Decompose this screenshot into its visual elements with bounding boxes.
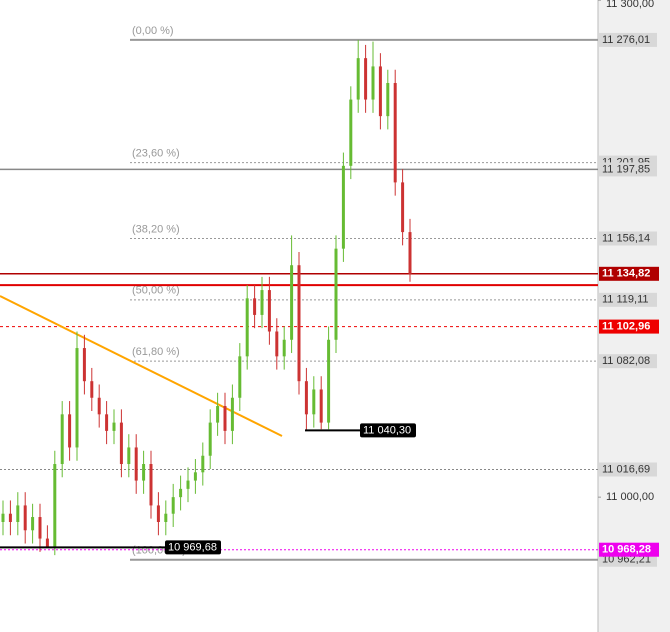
price-label-box (599, 32, 657, 47)
candle-body (312, 389, 316, 415)
candle-body (304, 381, 308, 415)
candle-body (16, 505, 20, 523)
price-label-box (599, 292, 657, 307)
level-label: 11 197,85 (602, 163, 650, 175)
candle-body (97, 397, 101, 415)
fib-label: (23,60 %) (132, 148, 180, 160)
candle-body (371, 66, 375, 100)
candle-body (164, 513, 168, 523)
candle-body (267, 290, 271, 332)
candle-body (149, 464, 153, 506)
candle-body (238, 356, 242, 398)
candle-body (82, 348, 86, 382)
candle-body (127, 447, 131, 465)
candle-body (245, 298, 249, 357)
candle-body (45, 538, 49, 547)
candle-body (8, 513, 12, 523)
candle-body (142, 464, 146, 481)
trend-line (0, 295, 283, 437)
price-label-box (599, 354, 657, 369)
price-label: 11 156,14 (602, 232, 650, 244)
candle-body (105, 414, 109, 431)
candle-body (23, 505, 27, 531)
y-tick-label: 11 000,00 (606, 491, 654, 503)
candle-body (68, 414, 72, 448)
candle-body (341, 165, 345, 249)
candle-body (179, 488, 183, 498)
candle-body (408, 232, 412, 274)
price-axis-panel (598, 0, 670, 632)
candle-body (216, 406, 220, 423)
candle-body (60, 414, 64, 465)
marker-box (360, 423, 416, 438)
candle-body (186, 480, 190, 489)
candle-body (334, 248, 338, 340)
candle-body (31, 517, 35, 531)
level-label: 11 134,82 (602, 268, 650, 280)
marker-label: 11 040,30 (363, 424, 411, 436)
fib-label: (61,80 %) (132, 346, 180, 358)
level-label: 11 016,69 (602, 463, 650, 475)
y-tick-label: 11 300,00 (606, 0, 654, 10)
candle-body (349, 99, 353, 166)
marker-label: 10 969,68 (168, 541, 217, 553)
level-label-box (599, 542, 659, 557)
candle-body (201, 455, 205, 473)
level-label: 10 968,28 (602, 544, 651, 556)
candle-body (134, 447, 138, 481)
candle-body (223, 406, 227, 431)
candle-body (112, 422, 116, 431)
level-label-box (599, 266, 659, 281)
candle-body (393, 82, 397, 183)
fib-label: (0,00 %) (132, 25, 174, 37)
candle-body (119, 422, 123, 465)
candle-body (297, 265, 301, 382)
candle-body (275, 331, 279, 357)
candle-body (290, 265, 294, 340)
candle-body (364, 58, 368, 100)
candle-body (356, 58, 360, 100)
price-label: 11 276,01 (602, 34, 650, 46)
candle-body (253, 298, 257, 315)
candle-body (401, 182, 405, 233)
price-label: 11 119,11 (602, 294, 649, 306)
level-label-box (599, 462, 657, 477)
candle-body (90, 381, 94, 398)
candle-body (378, 66, 382, 117)
level-label-box (599, 162, 657, 177)
price-label: 11 082,08 (602, 355, 650, 367)
marker-box (165, 540, 221, 555)
candle-body (75, 348, 79, 448)
candle-body (193, 472, 197, 481)
candle-body (208, 422, 212, 456)
candle-body (260, 290, 264, 315)
level-label-box (599, 319, 659, 334)
fib-label: (38,20 %) (132, 223, 180, 235)
candle-body (319, 389, 323, 423)
price-label-box (599, 231, 657, 246)
candle-body (171, 497, 175, 514)
candle-body (156, 505, 160, 523)
candle-body (386, 82, 390, 117)
fib-label: (50,00 %) (132, 285, 180, 297)
candle-body (230, 397, 234, 431)
candle-body (38, 517, 42, 539)
candle-body (327, 339, 331, 423)
candle-body (282, 339, 286, 357)
level-label: 11 102,96 (602, 320, 650, 332)
candle-body (1, 513, 5, 523)
candle-body (53, 464, 57, 547)
